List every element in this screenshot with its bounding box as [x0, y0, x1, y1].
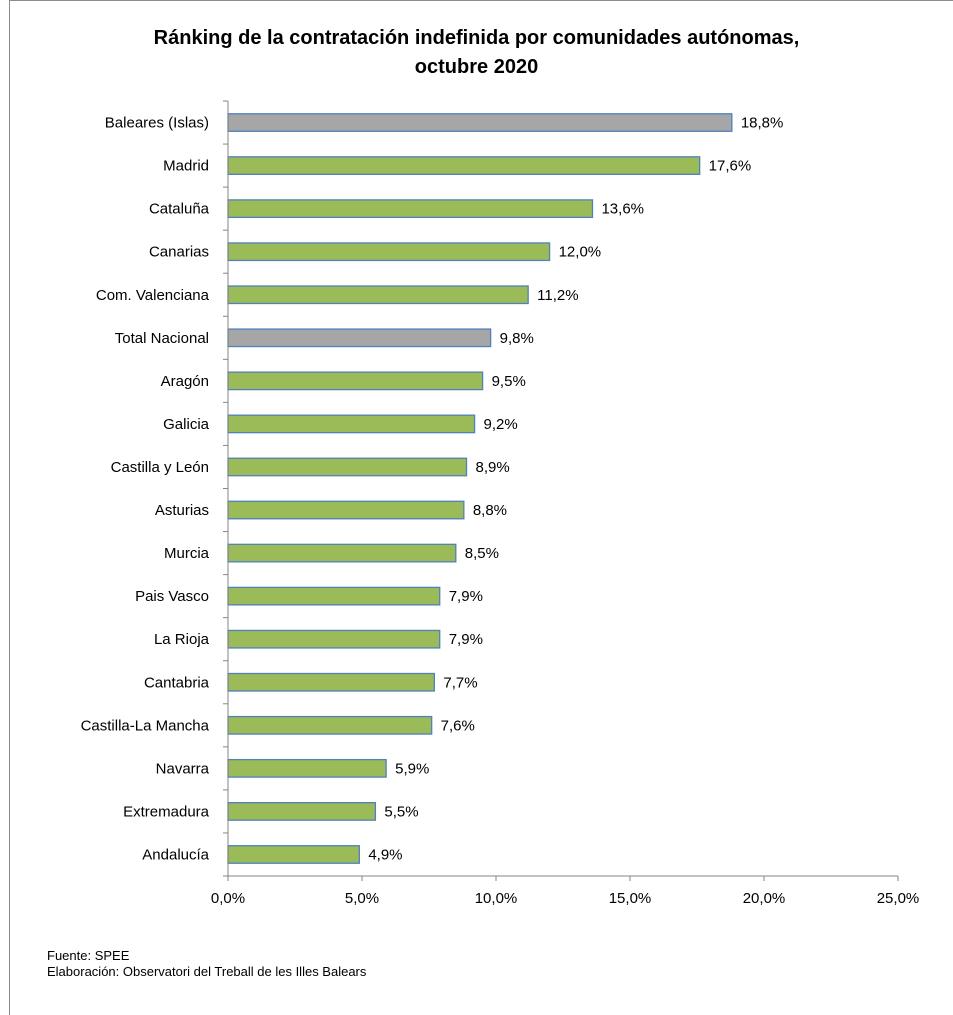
bar — [227, 845, 360, 864]
data-label: 8,8% — [473, 502, 507, 519]
bar — [227, 285, 529, 305]
data-label: 5,9% — [395, 760, 429, 777]
axes-layer — [223, 100, 899, 881]
category-label: Cantabria — [144, 674, 210, 691]
data-label: 7,6% — [441, 717, 475, 734]
data-label: 7,9% — [449, 631, 483, 648]
category-label: La Rioja — [154, 631, 210, 648]
bar — [227, 802, 377, 821]
category-label: Castilla y León — [111, 459, 209, 476]
category-label: Madrid — [163, 158, 209, 175]
chart-footer: Fuente: SPEE Elaboración: Observatori de… — [47, 948, 366, 980]
x-tick-label: 20,0% — [743, 890, 786, 907]
bar — [227, 758, 387, 778]
bar — [227, 371, 484, 391]
bar — [227, 500, 465, 520]
bar — [227, 414, 476, 434]
elaboration-note: Elaboración: Observatori del Treball de … — [47, 964, 367, 979]
bar — [227, 586, 441, 606]
category-label: Total Nacional — [115, 330, 209, 347]
bar — [227, 328, 492, 348]
chart-frame — [9, 0, 953, 1015]
category-label: Asturias — [155, 502, 209, 519]
category-label: Galicia — [163, 416, 210, 433]
category-label: Navarra — [156, 760, 210, 777]
data-label: 17,6% — [709, 158, 752, 175]
x-tick-label: 0,0% — [211, 890, 245, 907]
bar — [227, 715, 433, 735]
labels-layer: Baleares (Islas) 18,8% Madrid 17,6% Cataluña… — [81, 115, 920, 907]
category-label: Pais Vasco — [135, 588, 209, 605]
data-label: 4,9% — [368, 846, 402, 863]
data-label: 9,5% — [492, 373, 526, 390]
chart-title: Ránking de la contratación indefinida po… — [0, 24, 953, 82]
category-label: Cataluña — [149, 201, 210, 218]
category-label: Baleares (Islas) — [105, 115, 209, 132]
bar — [227, 156, 701, 175]
data-label: 8,5% — [465, 545, 499, 562]
category-label: Com. Valenciana — [96, 287, 210, 304]
category-label: Castilla-La Mancha — [81, 717, 210, 734]
bar — [227, 457, 468, 477]
category-label: Aragón — [161, 373, 209, 390]
bar — [227, 113, 733, 132]
bar — [227, 543, 457, 563]
data-label: 7,7% — [443, 674, 477, 691]
x-tick-label: 15,0% — [609, 890, 652, 907]
data-label: 11,2% — [537, 287, 578, 304]
bars-layer — [227, 113, 733, 864]
bar — [227, 242, 551, 262]
data-label: 18,8% — [741, 115, 784, 132]
bar — [227, 629, 441, 649]
bar — [227, 672, 436, 692]
bar — [227, 199, 594, 219]
category-label: Andalucía — [142, 846, 209, 863]
source-note: Fuente: SPEE — [47, 948, 130, 963]
x-tick-label: 25,0% — [877, 890, 920, 907]
x-tick-label: 10,0% — [475, 890, 518, 907]
data-label: 7,9% — [449, 588, 483, 605]
data-label: 12,0% — [559, 244, 602, 261]
chart-title-line-1: Ránking de la contratación indefinida po… — [153, 27, 800, 49]
chart-title-line-2: octubre 2020 — [414, 56, 539, 78]
data-label: 13,6% — [601, 201, 644, 218]
category-label: Murcia — [164, 545, 210, 562]
data-label: 9,2% — [484, 416, 518, 433]
category-label: Canarias — [149, 244, 209, 261]
category-label: Extremadura — [123, 803, 210, 820]
data-label: 9,8% — [500, 330, 534, 347]
data-label: 8,9% — [476, 459, 510, 476]
x-tick-label: 5,0% — [345, 890, 379, 907]
data-label: 5,5% — [384, 803, 418, 820]
